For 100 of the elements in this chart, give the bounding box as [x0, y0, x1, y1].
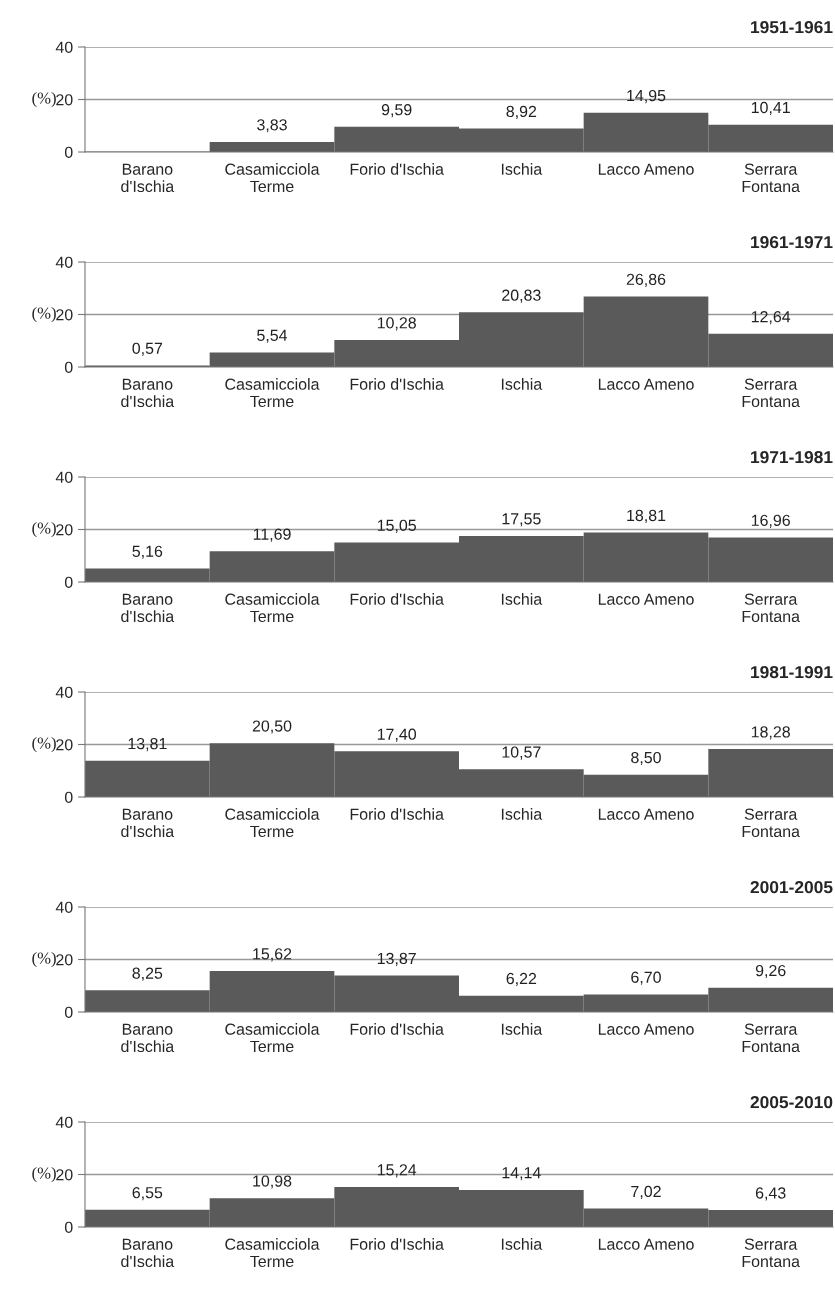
data-label: 6,70 — [631, 971, 661, 985]
x-tick-label: Ischia — [501, 378, 543, 390]
data-label: 9,59 — [381, 104, 412, 118]
data-label: 13,87 — [377, 952, 416, 966]
data-label: 13,81 — [128, 737, 167, 752]
x-tick-label: Casamicciola Terme — [225, 1238, 320, 1268]
data-label: 3,83 — [257, 119, 287, 133]
x-tick-label: Casamicciola Terme — [225, 378, 320, 408]
y-tick-label: 40 — [55, 471, 73, 483]
chart-title: 2005-2010 — [750, 1095, 833, 1109]
y-tick-label: 40 — [55, 1116, 73, 1128]
x-tick-label: Forio d'Ischia — [350, 378, 444, 390]
y-tick-label: 40 — [55, 686, 73, 698]
x-tick-label: Ischia — [501, 1023, 543, 1035]
data-label: 15,62 — [253, 948, 292, 962]
x-tick-label: Serrara Fontana — [742, 163, 800, 193]
x-tick-label: Barano d'Ischia — [121, 163, 175, 193]
x-tick-label: Barano d'Ischia — [121, 1238, 175, 1268]
x-tick-label: Forio d'Ischia — [350, 163, 444, 175]
y-tick-label: 20 — [56, 309, 73, 321]
x-tick-label: Serrara Fontana — [742, 1238, 800, 1268]
y-tick-label: 20 — [56, 739, 73, 751]
y-tick-label: 20 — [56, 954, 73, 966]
data-label: 8,50 — [631, 751, 661, 766]
data-label: 11,69 — [253, 528, 291, 542]
data-label: 16,96 — [751, 514, 790, 528]
data-label: 0,57 — [132, 342, 163, 356]
y-axis-title: (%) — [32, 521, 56, 538]
data-label: 5,16 — [132, 545, 163, 559]
y-tick-label: 0 — [64, 1221, 73, 1233]
data-label: 7,02 — [631, 1185, 661, 1199]
x-tick-label: Casamicciola Terme — [225, 1023, 320, 1053]
x-tick-label: Lacco Ameno — [598, 808, 694, 820]
chart-title: 1951-1961 — [751, 20, 833, 34]
y-tick-label: 0 — [64, 146, 73, 158]
x-tick-label: Forio d'Ischia — [350, 593, 444, 605]
x-tick-label: Ischia — [501, 593, 543, 605]
y-axis-title: (%) — [32, 736, 56, 753]
x-tick-label: Casamicciola Terme — [225, 593, 320, 623]
chart-title: 1961-1971 — [751, 235, 833, 249]
y-tick-label: 40 — [55, 901, 73, 913]
data-label: 14,95 — [627, 89, 666, 104]
x-tick-label: Ischia — [501, 163, 543, 175]
data-label: 8,25 — [132, 967, 163, 981]
data-label: 15,24 — [377, 1164, 417, 1178]
x-tick-label: Forio d'Ischia — [350, 808, 444, 820]
x-tick-label: Lacco Ameno — [598, 1238, 694, 1250]
data-label: 10,41 — [751, 101, 790, 116]
data-label: 6,43 — [755, 1187, 786, 1201]
data-label: 15,05 — [377, 519, 416, 533]
y-axis-title: (%) — [32, 951, 56, 968]
chart-title: 1981-1991 — [751, 665, 833, 679]
data-label: 6,22 — [506, 972, 537, 987]
x-tick-label: Lacco Ameno — [598, 378, 694, 390]
data-label: 18,81 — [627, 509, 666, 524]
y-tick-label: 0 — [64, 1006, 73, 1018]
y-axis-title: (%) — [32, 306, 56, 323]
x-tick-label: Barano d'Ischia — [121, 378, 175, 408]
data-label: 6,55 — [132, 1187, 163, 1201]
y-tick-label: 20 — [56, 94, 73, 106]
x-tick-label: Ischia — [501, 1238, 543, 1250]
x-tick-label: Barano d'Ischia — [121, 808, 175, 838]
y-axis-title: (%) — [32, 1166, 56, 1183]
y-tick-label: 0 — [64, 791, 73, 803]
data-label: 20,83 — [502, 289, 541, 303]
x-tick-label: Serrara Fontana — [742, 808, 800, 838]
x-tick-label: Barano d'Ischia — [121, 593, 175, 623]
y-tick-label: 0 — [64, 576, 73, 588]
data-label: 18,28 — [751, 726, 790, 740]
x-tick-label: Casamicciola Terme — [225, 163, 320, 193]
data-label: 20,50 — [252, 720, 292, 734]
data-label: 9,26 — [755, 964, 786, 979]
data-label: 10,57 — [502, 746, 541, 760]
y-tick-label: 0 — [64, 361, 73, 373]
data-label: 8,92 — [506, 105, 537, 119]
x-tick-label: Lacco Ameno — [598, 163, 694, 175]
x-tick-label: Ischia — [501, 808, 543, 820]
data-label: 10,28 — [377, 317, 416, 331]
x-tick-label: Barano d'Ischia — [121, 1023, 175, 1053]
x-tick-label: Forio d'Ischia — [350, 1023, 444, 1035]
y-tick-label: 20 — [56, 1169, 73, 1181]
y-tick-label: 40 — [55, 41, 73, 53]
x-tick-label: Serrara Fontana — [742, 378, 800, 408]
data-label: 17,55 — [502, 513, 541, 527]
data-label: 10,98 — [253, 1175, 292, 1189]
x-tick-label: Serrara Fontana — [742, 1023, 800, 1053]
chart-title: 2001-2005 — [750, 880, 833, 894]
y-axis-title: (%) — [32, 91, 56, 108]
x-tick-label: Casamicciola Terme — [225, 808, 320, 838]
data-label: 26,86 — [626, 273, 666, 287]
data-label: 12,64 — [751, 311, 791, 325]
data-label: 14,14 — [502, 1167, 541, 1181]
x-tick-label: Lacco Ameno — [598, 1023, 694, 1035]
y-tick-label: 20 — [56, 524, 73, 536]
x-tick-label: Lacco Ameno — [598, 593, 694, 605]
data-label: 5,54 — [257, 329, 288, 343]
x-tick-label: Forio d'Ischia — [350, 1238, 444, 1250]
x-tick-label: Serrara Fontana — [742, 593, 800, 623]
data-label: 17,40 — [377, 728, 417, 742]
chart-title: 1971-1981 — [751, 450, 833, 464]
